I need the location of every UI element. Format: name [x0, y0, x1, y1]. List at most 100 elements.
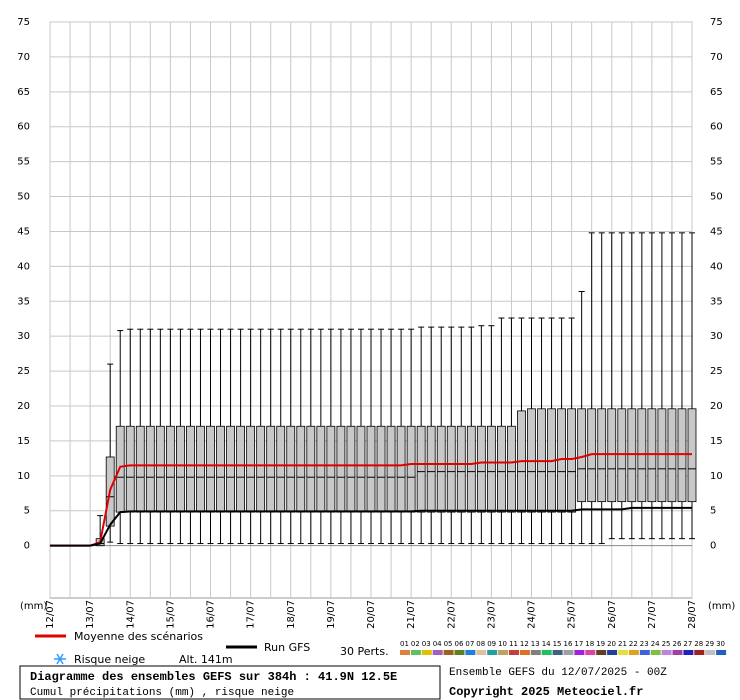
y-tick-label: 10 [710, 471, 723, 482]
member-swatch [519, 650, 530, 655]
member-label: 25 [662, 640, 671, 648]
x-tick-label: 28/07 [687, 600, 698, 629]
member-label: 06 [455, 640, 464, 648]
box [216, 425, 225, 513]
box [346, 425, 356, 513]
box [296, 425, 306, 513]
x-tick-label: 13/07 [85, 600, 96, 629]
y-tick-label: 25 [17, 366, 30, 377]
box [366, 425, 376, 513]
x-tick-label: 16/07 [206, 600, 217, 629]
x-tick-label: 18/07 [286, 600, 297, 629]
y-tick-label: 20 [710, 401, 723, 412]
y-tick-label: 5 [710, 506, 716, 517]
box [637, 408, 647, 503]
series-line [50, 506, 692, 547]
x-tick-label: 25/07 [567, 600, 578, 629]
member-label: 28 [694, 640, 703, 648]
member-swatch [400, 650, 410, 655]
box [476, 425, 486, 513]
member-swatch [694, 650, 705, 655]
member-swatch [432, 650, 443, 655]
plot-layer [49, 21, 697, 598]
box [486, 425, 496, 513]
box [396, 425, 406, 513]
member-label: 11 [509, 640, 518, 648]
box [276, 425, 286, 513]
member-swatch [607, 650, 618, 655]
member-label: 10 [498, 640, 507, 648]
member-swatch [563, 650, 574, 655]
y-tick-label: 35 [710, 296, 723, 307]
member-swatch [541, 650, 552, 655]
y-tick-label: 65 [710, 87, 723, 98]
box [256, 425, 266, 513]
member-swatch [443, 650, 454, 655]
box [386, 425, 396, 513]
copyright: Copyright 2025 Meteociel.fr [449, 685, 643, 699]
member-swatch [530, 650, 541, 655]
member-swatch [705, 650, 716, 655]
box [206, 425, 215, 513]
y-tick-label: 50 [17, 192, 30, 203]
snow-label: Risque neige [74, 653, 145, 666]
box [155, 425, 165, 513]
member-label: 27 [683, 640, 692, 648]
member-label: 30 [716, 640, 725, 648]
member-label: 14 [542, 640, 551, 648]
box [687, 408, 697, 503]
member-label: 18 [585, 640, 594, 648]
member-swatch [509, 650, 519, 655]
member-label: 23 [640, 640, 649, 648]
y-tick-label: 5 [24, 506, 30, 517]
legend-label: Run GFS [264, 641, 310, 654]
chart-subtitle: Cumul précipitations (mm) , risque neige [30, 687, 294, 699]
y-tick-label: 20 [17, 401, 30, 412]
member-label: 17 [574, 640, 583, 648]
legend-label: Moyenne des scénarios [74, 630, 203, 643]
member-swatch [465, 650, 476, 655]
member-swatch [552, 650, 563, 655]
box [376, 425, 386, 513]
title-box [19, 665, 441, 700]
box [236, 425, 245, 513]
member-label: 22 [629, 640, 638, 648]
box [607, 408, 617, 503]
box [657, 408, 667, 503]
member-swatch [661, 650, 672, 655]
x-tick-label: 20/07 [366, 600, 377, 629]
box [266, 425, 276, 513]
member-swatch [596, 650, 607, 655]
y-unit-left: (mm) [20, 601, 47, 612]
box [356, 425, 366, 513]
member-label: 05 [444, 640, 453, 648]
y-tick-label: 40 [710, 261, 723, 272]
member-swatch [618, 650, 628, 655]
box [436, 425, 446, 513]
box [326, 425, 336, 513]
box [647, 408, 657, 503]
member-label: 26 [673, 640, 682, 648]
box [286, 425, 296, 513]
x-tick-label: 26/07 [607, 600, 618, 629]
box [617, 408, 627, 503]
box [186, 425, 195, 513]
member-label: 21 [618, 640, 627, 648]
chart-title: Diagramme des ensembles GEFS sur 384h : … [30, 670, 397, 684]
member-label: 19 [596, 640, 605, 648]
member-swatch [454, 650, 465, 655]
box [426, 425, 436, 513]
x-tick-label: 17/07 [246, 600, 257, 629]
member-swatch [410, 650, 421, 655]
snow-icon [54, 653, 66, 665]
member-label: 03 [422, 640, 431, 648]
member-label: 20 [607, 640, 616, 648]
box [567, 408, 577, 513]
box [466, 425, 476, 513]
y-tick-label: 75 [710, 17, 723, 28]
member-swatch [574, 650, 585, 655]
box [226, 425, 235, 513]
member-swatch [498, 650, 509, 655]
legend: Moyenne des scénarios Run GFS Risque nei… [35, 630, 389, 666]
